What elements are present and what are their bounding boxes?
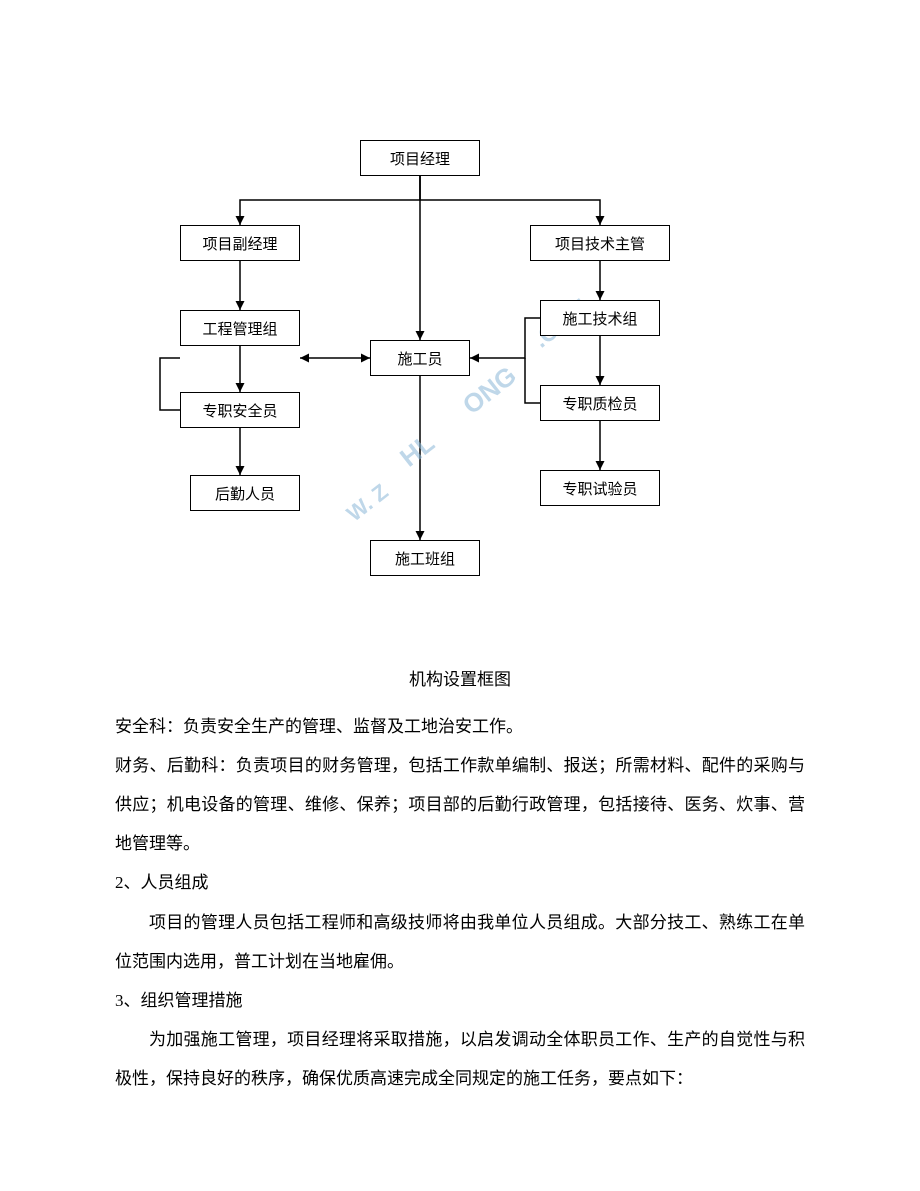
paragraph-safety: 安全科：负责安全生产的管理、监督及工地治安工作。: [115, 707, 805, 746]
node-deputy: 项目副经理: [180, 225, 300, 261]
paragraph-personnel: 项目的管理人员包括工程师和高级技师将由我单位人员组成。大部分技工、熟练工在单位范…: [115, 903, 805, 981]
node-safety: 专职安全员: [180, 392, 300, 428]
heading-personnel: 2、人员组成: [115, 863, 805, 902]
node-engmgmt: 工程管理组: [180, 310, 300, 346]
paragraph-finance: 财务、后勤科：负责项目的财务管理，包括工作款单编制、报送；所需材料、配件的采购与…: [115, 746, 805, 863]
node-qc: 专职质检员: [540, 385, 660, 421]
diagram-caption: 机构设置框图: [115, 660, 805, 699]
heading-org-measures: 3、组织管理措施: [115, 981, 805, 1020]
document-body: 机构设置框图 安全科：负责安全生产的管理、监督及工地治安工作。 财务、后勤科：负…: [115, 660, 805, 1098]
org-chart-diagram: W. ZHLONG.COM项目经理项目副经理项目技术主管工程管理组施工技术组施工…: [130, 130, 790, 600]
watermark-text: HL: [394, 428, 440, 474]
node-builder: 施工员: [370, 340, 470, 376]
node-team: 施工班组: [370, 540, 480, 576]
node-techgrp: 施工技术组: [540, 300, 660, 336]
paragraph-org-measures: 为加强施工管理，项目经理将采取措施，以启发调动全体职员工作、生产的自觉性与积极性…: [115, 1020, 805, 1098]
node-test: 专职试验员: [540, 470, 660, 506]
node-tech: 项目技术主管: [530, 225, 670, 261]
watermark-text: W. Z: [342, 479, 394, 527]
node-pm: 项目经理: [360, 140, 480, 176]
node-logi: 后勤人员: [190, 475, 300, 511]
